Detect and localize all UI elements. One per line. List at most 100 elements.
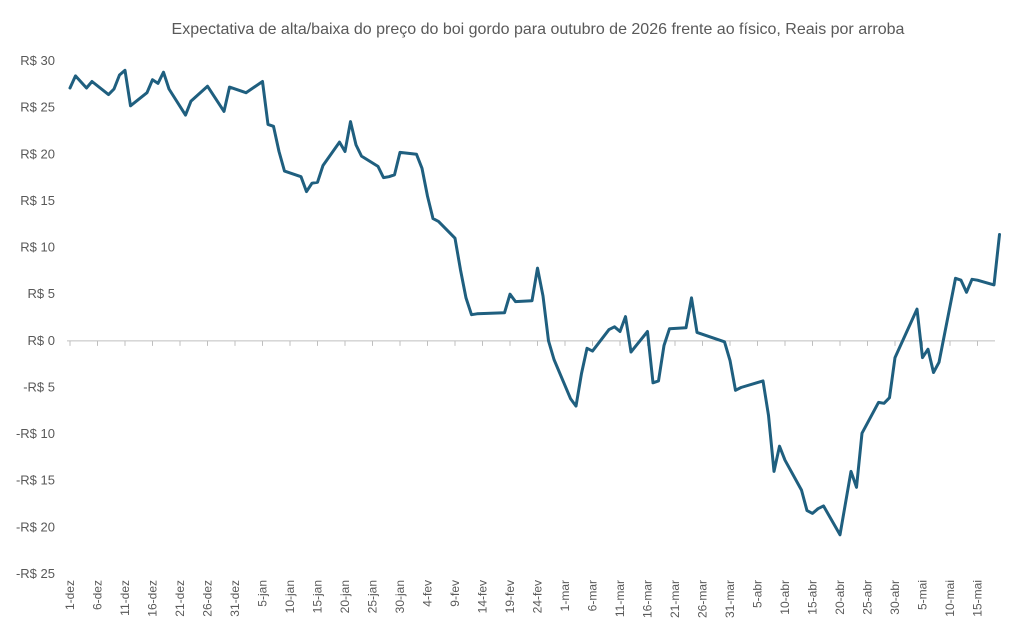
y-tick-label: -R$ 10: [16, 426, 55, 441]
y-tick-label: R$ 20: [20, 146, 55, 161]
data-point: [580, 372, 583, 375]
data-point: [536, 267, 539, 270]
data-point: [415, 153, 418, 156]
data-point: [547, 339, 550, 342]
x-tick-label: 31-dez: [228, 580, 242, 617]
x-tick-label: 19-fev: [503, 580, 517, 613]
y-tick-label: -R$ 15: [16, 473, 55, 488]
data-point: [685, 326, 688, 329]
x-tick-label: 25-jan: [366, 580, 380, 613]
y-tick-label: -R$ 25: [16, 566, 55, 581]
data-point: [965, 291, 968, 294]
data-point: [883, 402, 886, 405]
x-tick-label: 10-abr: [778, 580, 792, 615]
data-point: [261, 80, 264, 83]
data-point: [938, 361, 941, 364]
data-point: [393, 173, 396, 176]
data-point: [888, 396, 891, 399]
x-tick-label: 21-mar: [668, 580, 682, 618]
data-point: [157, 82, 160, 85]
data-point: [630, 351, 633, 354]
data-point: [696, 331, 699, 334]
data-point: [993, 283, 996, 286]
x-tick-label: 5-abr: [751, 580, 765, 608]
x-tick-label: 26-mar: [696, 580, 710, 618]
x-tick-label: 6-dez: [91, 580, 105, 610]
data-point: [916, 308, 919, 311]
y-tick-label: R$ 30: [20, 53, 55, 68]
data-point: [861, 432, 864, 435]
x-tick-label: 6-mar: [586, 580, 600, 611]
data-point: [619, 330, 622, 333]
data-point: [223, 110, 226, 113]
x-tick-label: 5-mai: [916, 580, 930, 610]
data-point: [360, 155, 363, 158]
data-point: [855, 486, 858, 489]
data-point: [85, 87, 88, 90]
data-point: [668, 327, 671, 330]
data-points: [69, 69, 1002, 537]
data-point: [118, 74, 121, 77]
data-point: [624, 315, 627, 318]
data-point: [784, 459, 787, 462]
data-point: [701, 333, 704, 336]
x-tick-label: 20-jan: [338, 580, 352, 613]
x-tick-label: 1-dez: [63, 580, 77, 610]
data-point: [432, 217, 435, 220]
data-point: [569, 397, 572, 400]
data-point: [470, 313, 473, 316]
x-tick-label: 16-dez: [146, 580, 160, 617]
data-point: [976, 279, 979, 282]
data-point: [773, 470, 776, 473]
data-point: [657, 379, 660, 382]
y-tick-label: -R$ 20: [16, 519, 55, 534]
data-point: [839, 533, 842, 536]
x-tick-label: 15-mai: [971, 580, 985, 617]
data-point: [69, 87, 72, 90]
data-point: [74, 74, 77, 77]
x-tick-label: 30-jan: [393, 580, 407, 613]
x-tick-label: 26-dez: [201, 580, 215, 617]
data-point: [811, 512, 814, 515]
data-point: [476, 312, 479, 315]
data-point: [437, 220, 440, 223]
data-point: [932, 371, 935, 374]
data-point: [344, 150, 347, 153]
data-point: [800, 489, 803, 492]
data-point: [190, 100, 193, 103]
x-tick-label: 11-dez: [118, 580, 132, 616]
data-point: [338, 141, 341, 144]
data-point: [322, 164, 325, 167]
x-tick-label: 11-mar: [613, 580, 627, 617]
data-point: [399, 151, 402, 154]
y-tick-label: R$ 15: [20, 193, 55, 208]
data-point: [465, 296, 468, 299]
data-point: [575, 405, 578, 408]
x-tick-label: 20-abr: [833, 580, 847, 615]
data-point: [767, 414, 770, 417]
data-point: [998, 233, 1001, 236]
x-tick-label: 10-mai: [943, 580, 957, 617]
data-point: [272, 125, 275, 128]
data-point: [971, 278, 974, 281]
x-tick-label: 30-abr: [888, 580, 902, 615]
x-tick-label: 14-fev: [476, 580, 490, 613]
data-point: [806, 509, 809, 512]
data-point: [311, 182, 314, 185]
data-point: [877, 401, 880, 404]
data-point: [228, 86, 231, 89]
y-axis: R$ 30 R$ 25 R$ 20 R$ 15 R$ 10 R$ 5 R$ 0 -R$ 5 -R…: [16, 53, 55, 581]
data-point: [553, 358, 556, 361]
data-point: [822, 504, 825, 507]
data-point: [459, 268, 462, 271]
data-point: [960, 279, 963, 282]
data-point: [184, 114, 187, 117]
x-tick-label: 15-jan: [311, 580, 325, 613]
x-tick-label: 9-fev: [448, 580, 462, 607]
data-point: [723, 340, 726, 343]
y-tick-label: R$ 10: [20, 240, 55, 255]
x-tick-label: 25-abr: [861, 580, 875, 615]
data-point: [652, 381, 655, 384]
y-tick-label: R$ 0: [28, 333, 55, 348]
x-tick-label: 10-jan: [283, 580, 297, 613]
